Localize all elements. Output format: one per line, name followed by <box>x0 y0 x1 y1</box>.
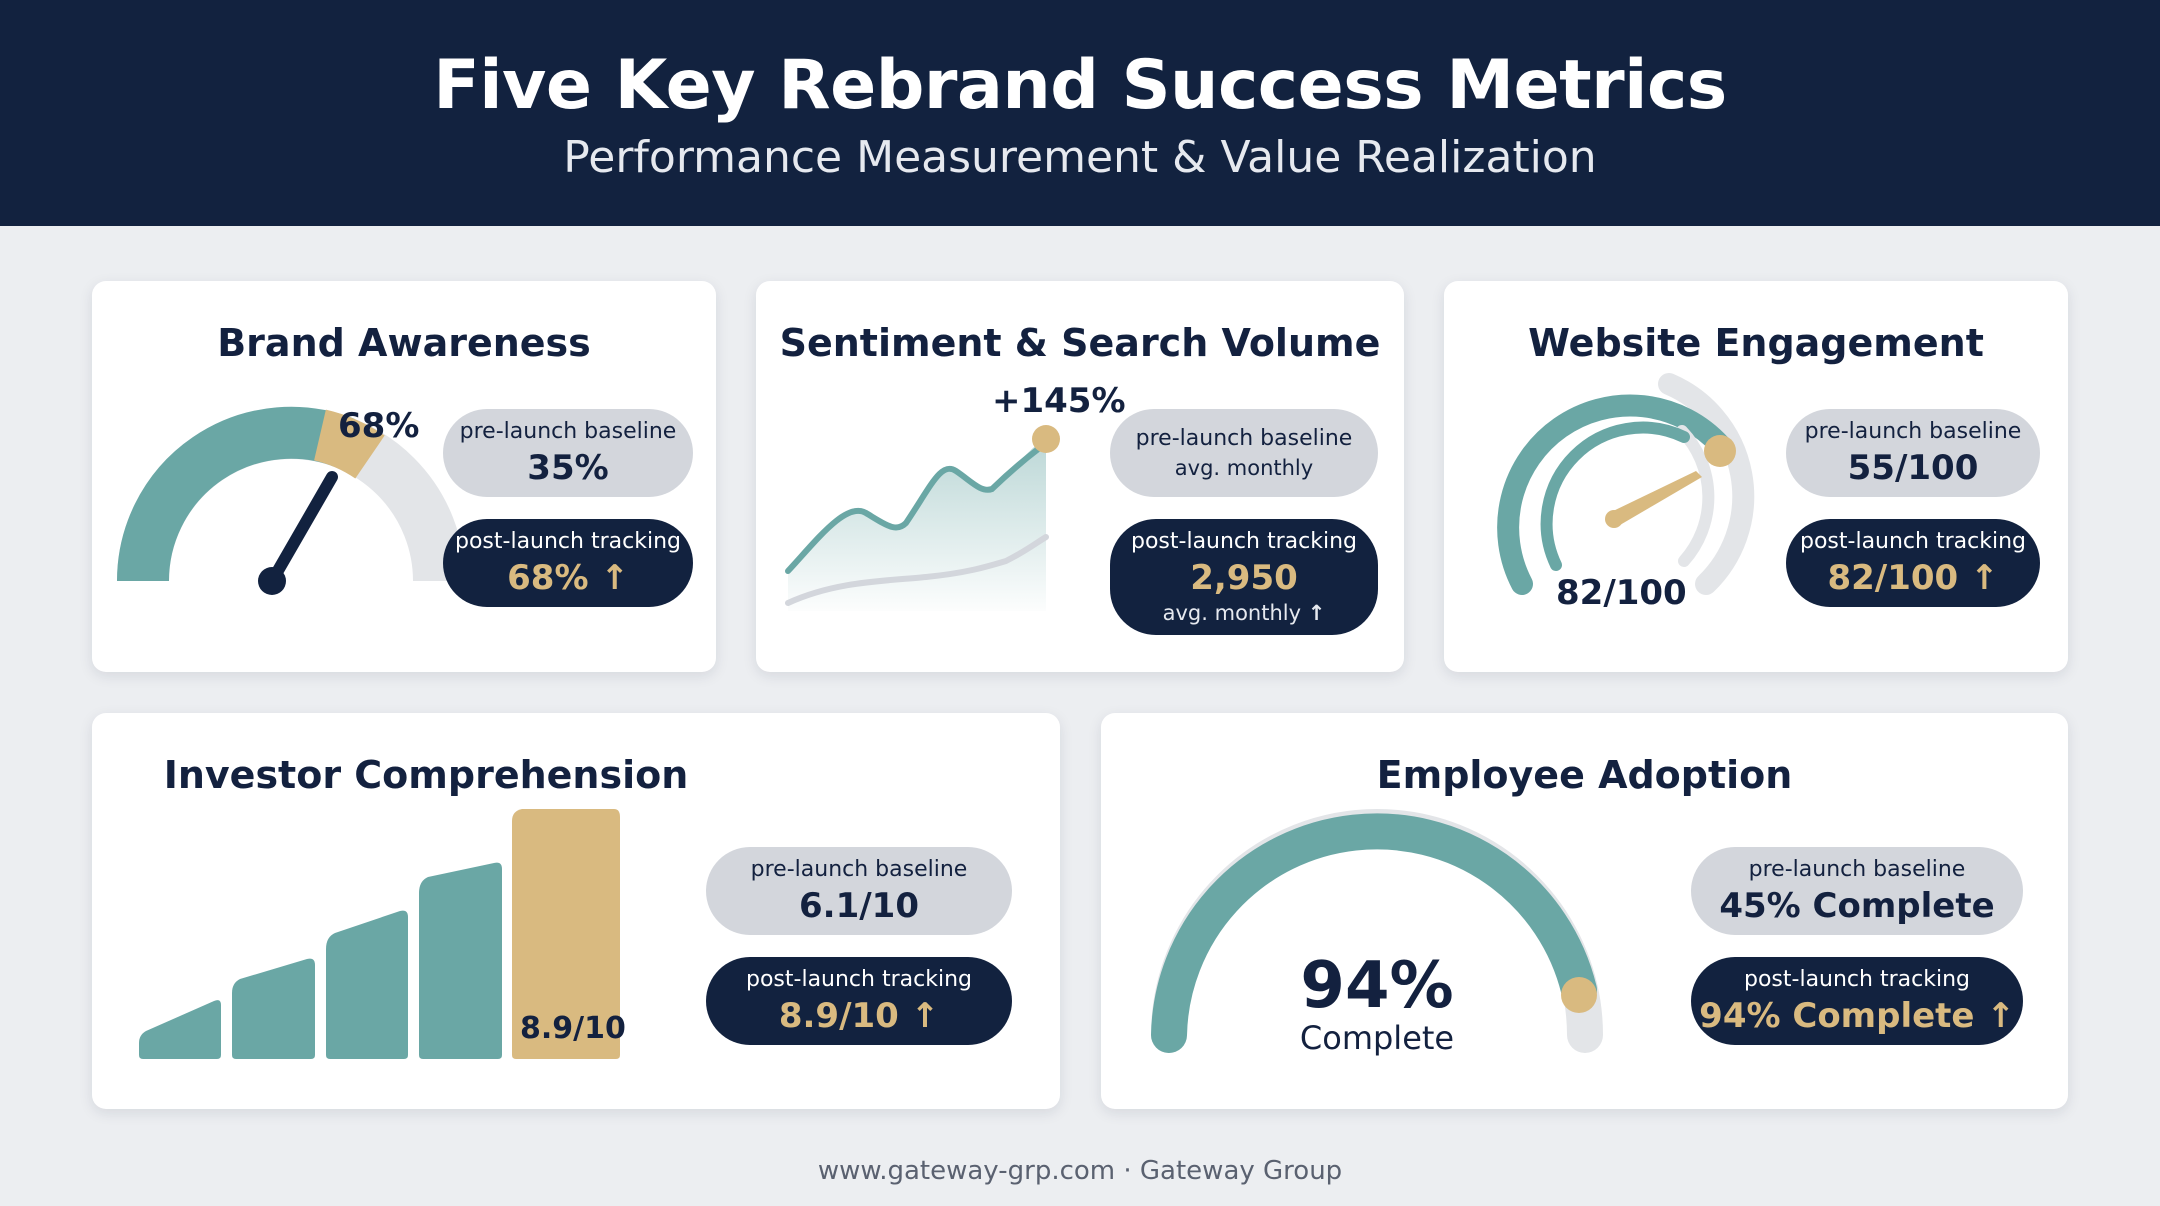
investor-post-pill: post-launch tracking 8.9/10 ↑ <box>706 957 1012 1045</box>
baseline-line <box>785 534 1049 606</box>
brand-awareness-gauge <box>116 406 465 595</box>
post-note: avg. monthly <box>1162 601 1302 625</box>
website-post-pill: post-launch tracking 82/100 ↑ <box>1786 519 2040 607</box>
growth-endpoint <box>1032 425 1060 453</box>
post-value: 82/100 <box>1827 558 1959 598</box>
up-arrow-icon: ↑ <box>1986 996 2015 1036</box>
gauge-inner-teal <box>1540 421 1690 571</box>
brand-awareness-gauge-label: 68% <box>338 406 420 446</box>
gauge-fill-teal <box>1151 813 1597 1053</box>
page-title: Five Key Rebrand Success Metrics <box>433 46 1727 125</box>
baseline-label: pre-launch baseline <box>459 419 677 444</box>
brand-awareness-baseline-pill: pre-launch baseline 35% <box>443 409 693 497</box>
growth-line <box>785 440 1049 574</box>
gauge-needle-hub <box>1605 510 1623 528</box>
website-title: Website Engagement <box>1528 321 1984 365</box>
bar-1 <box>139 1000 221 1059</box>
sentiment-change-label: +145% <box>992 381 1126 421</box>
baseline-value: 55/100 <box>1847 448 1979 488</box>
post-label: post-launch tracking <box>1800 529 2026 554</box>
footer-credit: www.gateway-grp.com · Gateway Group <box>817 1156 1343 1186</box>
post-label: post-launch tracking <box>1744 967 1970 992</box>
baseline-value: 6.1/10 <box>799 886 919 926</box>
post-value: 8.9/10 <box>778 996 899 1036</box>
gauge-needle <box>1609 471 1702 525</box>
gauge-outer-teal <box>1497 394 1731 595</box>
investor-bar-chart <box>139 809 620 1059</box>
website-gauge <box>1497 373 1755 595</box>
brand-awareness-card: Brand Awareness 68% pre-launch baseline … <box>92 281 716 672</box>
up-arrow-icon: ↑ <box>1970 558 1999 598</box>
baseline-label: pre-launch baseline <box>1135 426 1353 451</box>
gauge-needle <box>266 471 338 587</box>
brand-awareness-title: Brand Awareness <box>217 321 591 365</box>
bar-3 <box>326 910 408 1059</box>
investor-baseline-pill: pre-launch baseline 6.1/10 <box>706 847 1012 935</box>
brand-awareness-post-pill: post-launch tracking 68% ↑ <box>443 519 693 607</box>
gauge-needle-hub <box>258 567 286 595</box>
website-gauge-label: 82/100 <box>1556 573 1687 613</box>
baseline-label: pre-launch baseline <box>1804 419 2022 444</box>
gauge-inner-grey <box>1676 425 1715 567</box>
post-label: post-launch tracking <box>746 967 972 992</box>
up-arrow-icon: ↑ <box>1307 601 1326 625</box>
post-value: 94% Complete <box>1699 996 1975 1036</box>
bar-2 <box>232 958 315 1059</box>
sentiment-post-pill: post-launch tracking 2,950 avg. monthly … <box>1110 519 1378 635</box>
bar-5 <box>512 809 620 1059</box>
gauge-marker <box>1704 435 1736 467</box>
website-baseline-pill: pre-launch baseline 55/100 <box>1786 409 2040 497</box>
bar-4 <box>419 862 502 1059</box>
baseline-note: avg. monthly <box>1174 456 1314 480</box>
page-header: Five Key Rebrand Success Metrics Perform… <box>0 0 2160 226</box>
post-label: post-launch tracking <box>455 529 681 554</box>
employee-baseline-pill: pre-launch baseline 45% Complete <box>1691 847 2023 935</box>
employee-title: Employee Adoption <box>1376 753 1793 797</box>
employee-gauge-word: Complete <box>1299 1019 1455 1057</box>
up-arrow-icon: ↑ <box>600 558 629 598</box>
gauge-fill-teal <box>116 406 355 582</box>
gauge-fill-gold <box>313 409 385 479</box>
baseline-value: 35% <box>527 448 609 488</box>
investor-card: Investor Comprehension 8.9/10 pre-launch… <box>92 713 1060 1109</box>
post-value: 2,950 <box>1190 558 1298 598</box>
up-arrow-icon: ↑ <box>910 996 940 1036</box>
sentiment-title: Sentiment & Search Volume <box>779 321 1381 365</box>
post-label: post-launch tracking <box>1131 529 1357 554</box>
website-card: Website Engagement 82/100 pre-launch bas… <box>1444 281 2068 672</box>
employee-gauge <box>1151 809 1603 1053</box>
investor-title: Investor Comprehension <box>163 753 689 797</box>
employee-post-pill: post-launch tracking 94% Complete ↑ <box>1691 957 2023 1045</box>
gauge-outer-grey <box>1658 373 1755 595</box>
post-value: 68% <box>507 558 589 598</box>
sentiment-card: Sentiment & Search Volume +145% pre-laun… <box>756 281 1404 672</box>
page-subtitle: Performance Measurement & Value Realizat… <box>563 132 1597 183</box>
gauge-marker <box>1561 977 1597 1013</box>
employee-card: Employee Adoption 94% Complete pre-launc… <box>1101 713 2068 1109</box>
investor-final-bar-label: 8.9/10 <box>520 1011 626 1046</box>
employee-gauge-percent: 94% <box>1300 949 1454 1023</box>
baseline-label: pre-launch baseline <box>750 857 968 882</box>
baseline-label: pre-launch baseline <box>1748 857 1966 882</box>
baseline-value: 45% Complete <box>1719 886 1995 926</box>
sentiment-line-chart <box>785 425 1060 611</box>
sentiment-baseline-pill: pre-launch baseline avg. monthly <box>1110 409 1378 497</box>
gauge-marker <box>348 443 358 454</box>
